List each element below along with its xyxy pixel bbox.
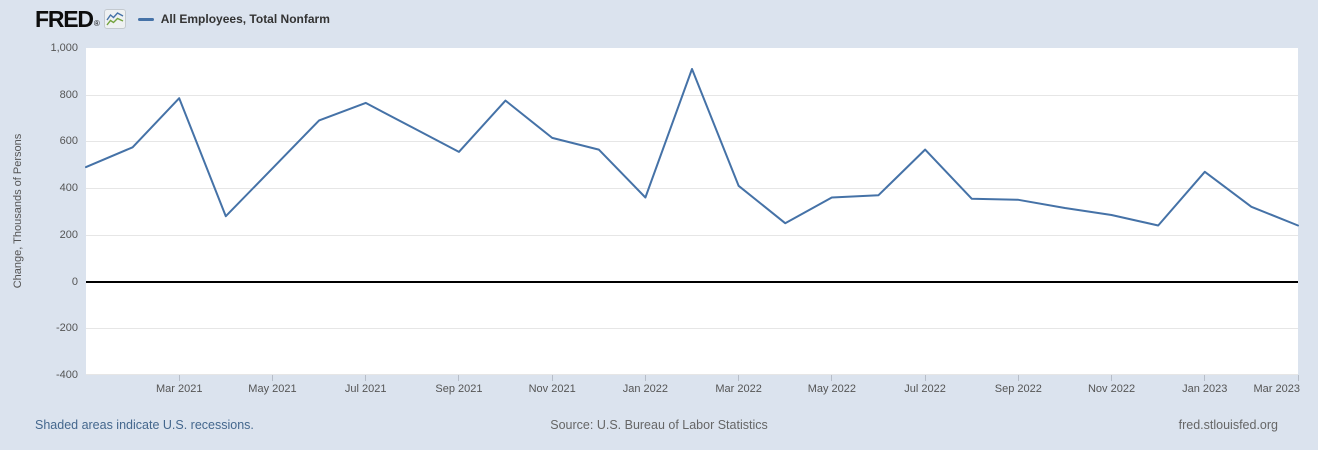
x-axis-tick (1297, 375, 1299, 381)
x-axis-tick-label: Mar 2021 (155, 383, 203, 395)
y-axis-title: Change, Thousands of Persons (12, 133, 24, 289)
gridline-400 (86, 188, 1298, 190)
x-axis-tick (1204, 375, 1206, 381)
fred-logo[interactable]: FRED ® (35, 7, 126, 31)
y-axis-tick-label: 400 (59, 182, 78, 195)
x-axis-tick (365, 375, 367, 381)
x-axis-tick (924, 375, 926, 381)
series-line-swatch (137, 17, 154, 21)
source-attribution: Source: U.S. Bureau of Labor Statistics (550, 418, 768, 432)
fred-site-link[interactable]: fred.stlouisfed.org (1178, 418, 1278, 432)
chart-header: FRED ® All Employees, Total Nonfarm (35, 6, 330, 32)
x-axis-tick-label: Sep 2022 (994, 383, 1042, 395)
x-axis-tick-label: Jan 2022 (622, 383, 668, 395)
y-axis-tick-label: 200 (59, 228, 78, 241)
registered-trademark-symbol: ® (93, 19, 100, 28)
y-axis-tick-label: 800 (59, 88, 78, 101)
gridline-800 (86, 94, 1298, 96)
x-axis-tick (178, 375, 180, 381)
x-axis-tick (738, 375, 740, 381)
series-legend-label: All Employees, Total Nonfarm (160, 12, 330, 26)
x-axis-tick-label: Mar 2022 (715, 383, 762, 395)
fred-sparkline-icon (103, 9, 126, 29)
gridline--200 (86, 328, 1298, 330)
y-axis-tick-label: 0 (71, 275, 78, 288)
gridline-200 (86, 234, 1298, 236)
x-axis-tick (458, 375, 460, 381)
gridline--400 (86, 374, 1298, 375)
y-axis-tick-label: 1,000 (50, 42, 78, 54)
x-axis-tick-label: May 2021 (248, 383, 297, 395)
x-axis-tick-label: Jul 2022 (904, 383, 946, 395)
x-axis-tick (644, 375, 646, 381)
recessions-note-link[interactable]: Shaded areas indicate U.S. recessions. (35, 418, 254, 432)
y-axis-tick-label: -200 (55, 322, 78, 335)
x-axis-tick (271, 375, 273, 381)
x-axis-tick-label: Nov 2021 (528, 383, 576, 395)
series-line (85, 68, 1299, 227)
x-axis-tick-label: Nov 2022 (1087, 383, 1136, 395)
x-axis-tick-label: Jan 2023 (1182, 383, 1228, 395)
y-axis-tick-label: -400 (55, 369, 78, 381)
x-axis-tick-label: Mar 2023 (1253, 383, 1300, 395)
y-axis-tick-label: 600 (59, 135, 78, 148)
series-line-svg (85, 68, 1299, 227)
x-axis-tick (1017, 375, 1019, 381)
series-legend: All Employees, Total Nonfarm (137, 12, 330, 26)
x-axis-tick-label: Jul 2021 (344, 383, 387, 395)
x-axis-tick-label: May 2022 (807, 383, 856, 395)
fred-logo-text: FRED (35, 6, 94, 32)
x-axis-tick-label: Sep 2021 (435, 383, 483, 395)
x-axis-tick (1111, 375, 1113, 381)
x-axis-tick (551, 375, 553, 381)
gridline-600 (86, 141, 1298, 143)
zero-line (86, 280, 1298, 283)
x-axis-tick (831, 375, 833, 381)
plot-area[interactable] (85, 48, 1299, 375)
